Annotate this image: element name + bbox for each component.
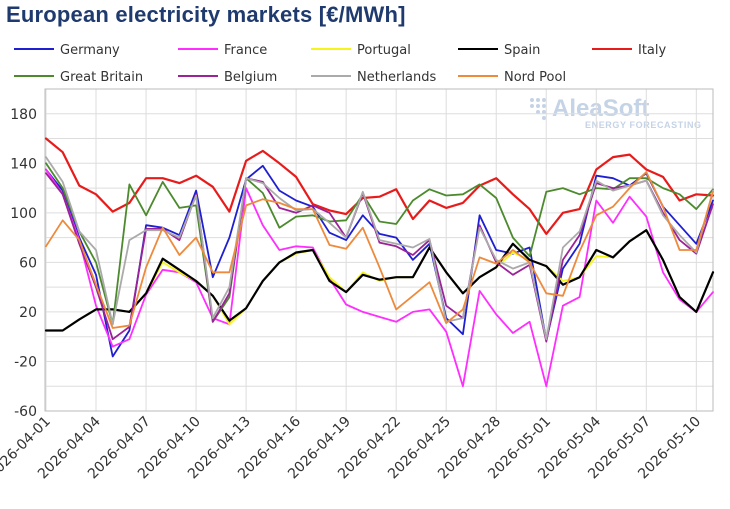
axes: -60-2020601001401802026-04-012026-04-042… — [0, 88, 714, 482]
y-tick-label: -60 — [14, 404, 37, 420]
y-tick-label: 100 — [10, 206, 37, 222]
series-line-italy — [44, 137, 715, 235]
series-line-nord-pool — [45, 171, 714, 329]
aleasoft-logo: AleaSoft ENERGY FORECASTING — [530, 95, 702, 130]
legend-label-portugal: Portugal — [357, 43, 411, 58]
chart-title: European electricity markets [€/MWh] — [6, 2, 406, 27]
series-line-great-britain — [45, 162, 714, 326]
grid — [45, 88, 713, 412]
series-line-germany — [45, 164, 714, 358]
plot-area-border — [44, 88, 714, 412]
legend-label-nord-pool: Nord Pool — [504, 70, 566, 85]
series-line-france — [45, 168, 714, 388]
y-tick-label: -20 — [14, 354, 37, 370]
logo-dots-icon — [530, 98, 546, 120]
legend-label-italy: Italy — [638, 43, 667, 58]
legend-label-great-britain: Great Britain — [60, 70, 143, 85]
svg-text:AleaSoft: AleaSoft — [552, 95, 649, 122]
y-tick-label: 20 — [19, 305, 37, 321]
legend-label-netherlands: Netherlands — [357, 70, 436, 85]
series-lines — [44, 137, 715, 388]
svg-text:ENERGY FORECASTING: ENERGY FORECASTING — [585, 120, 702, 130]
legend: Germany France Portugal Spain Italy Great Bri… — [14, 43, 667, 85]
legend-label-germany: Germany — [60, 43, 120, 58]
y-tick-label: 140 — [10, 156, 37, 172]
y-tick-label: 60 — [19, 255, 37, 271]
legend-label-belgium: Belgium — [224, 70, 277, 85]
series-line-netherlands — [45, 156, 714, 341]
legend-label-spain: Spain — [504, 43, 540, 58]
series-line-spain — [44, 229, 715, 332]
y-tick-label: 180 — [10, 107, 37, 123]
legend-label-france: France — [224, 43, 267, 58]
